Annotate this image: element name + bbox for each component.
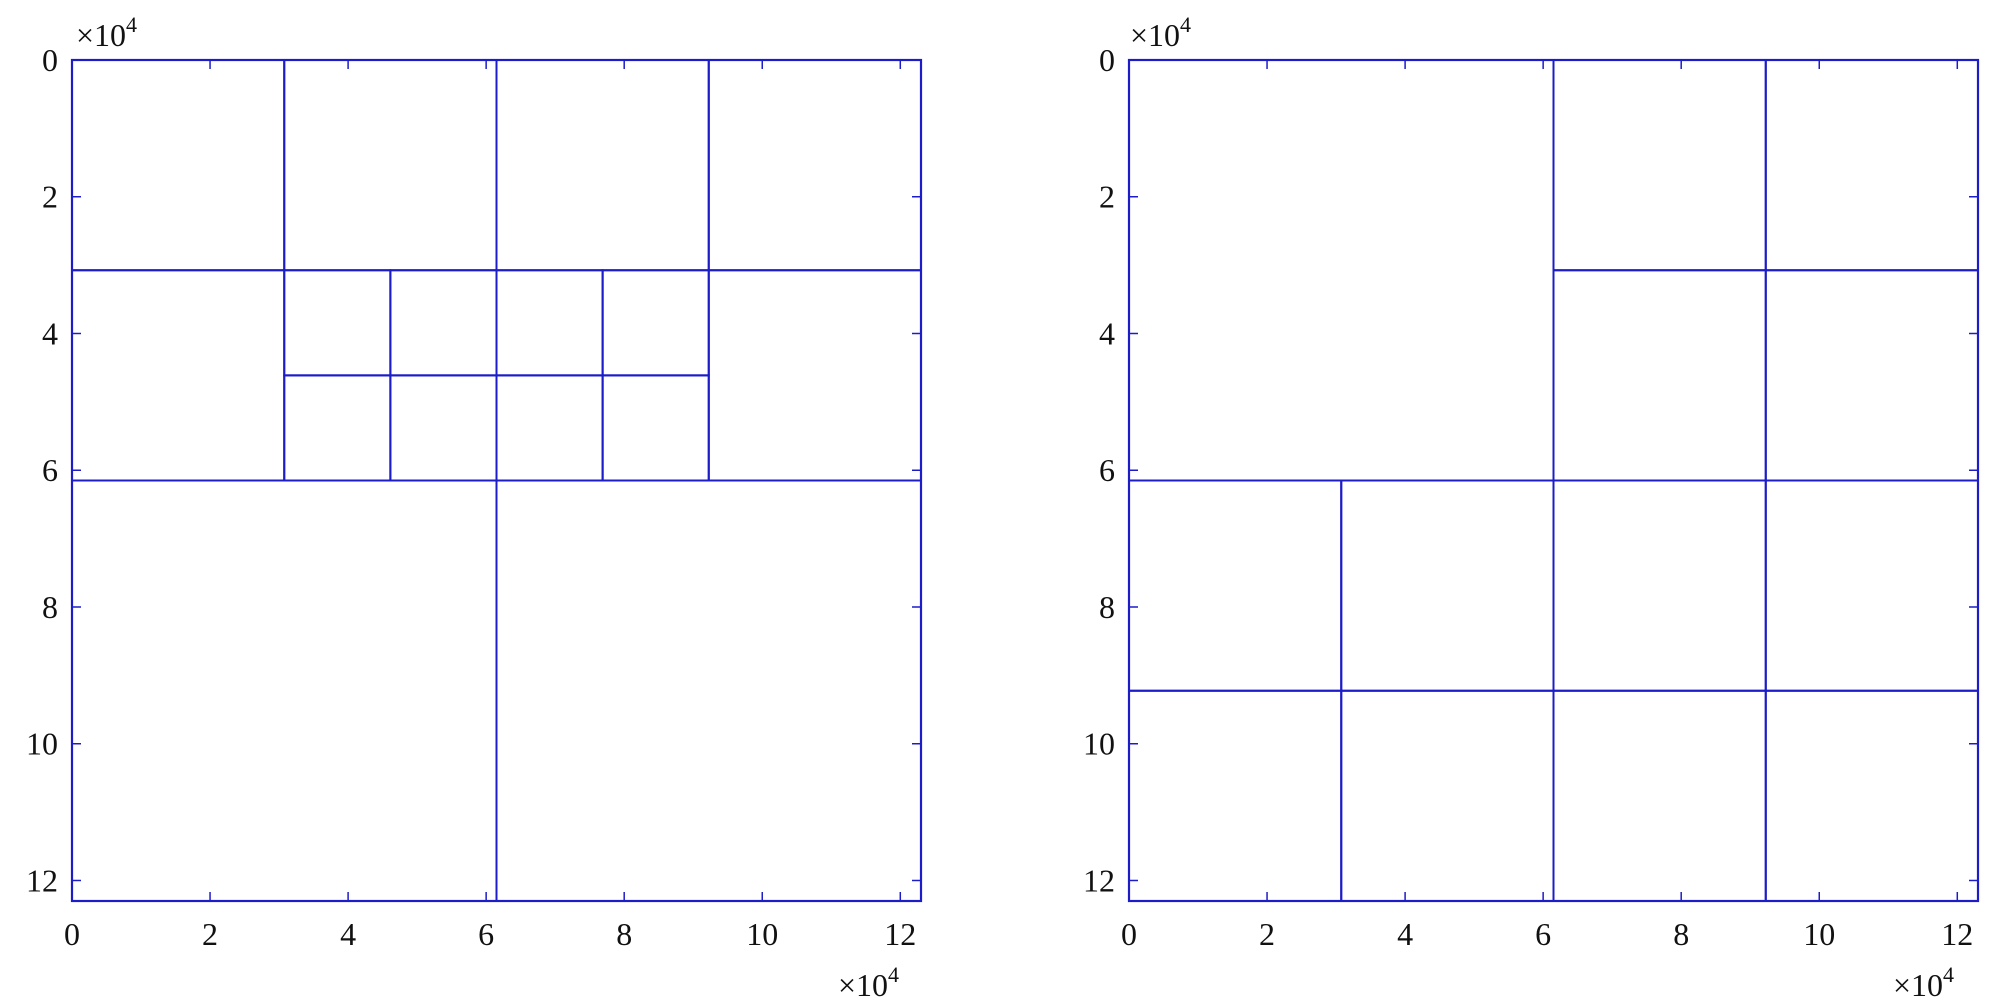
partition-block [71, 269, 286, 482]
partition-block [1764, 59, 1979, 272]
x-tick-label: 6 [478, 916, 494, 952]
partition-block [495, 479, 922, 902]
partition-block [495, 269, 604, 377]
left-top-axis-multiplier: ×104 [76, 12, 137, 53]
partition-block [601, 374, 710, 482]
partition-block [601, 269, 710, 377]
y-tick-label: 0 [1099, 42, 1115, 78]
x-tick-label: 8 [1673, 916, 1689, 952]
x-tick-label: 0 [1121, 916, 1137, 952]
partition-block [71, 59, 286, 272]
x-tick-label: 12 [1941, 916, 1973, 952]
partition-block [1552, 59, 1767, 272]
right-partition-blocks [1128, 59, 1979, 902]
right-matrix-frame [1127, 58, 1980, 903]
partition-block [389, 269, 498, 377]
y-tick-label: 2 [1099, 179, 1115, 215]
x-tick-label: 4 [340, 916, 356, 952]
partition-block [1340, 479, 1555, 692]
left-bottom-axis-multiplier: ×104 [838, 962, 899, 1003]
x-tick-label: 2 [202, 916, 218, 952]
left-panel: 0 2 4 6 8 10 12 0 2 4 6 8 10 12 ×104 ×104 [26, 12, 923, 1003]
partition-block [1764, 479, 1979, 692]
right-top-axis-multiplier: ×104 [1130, 12, 1191, 53]
partition-block [707, 269, 922, 482]
partition-block [1764, 689, 1979, 902]
partition-block [1128, 479, 1343, 692]
partition-block [283, 269, 392, 377]
partition-block [1552, 479, 1767, 692]
right-y-ticks: 0 2 4 6 8 10 12 [1083, 42, 1978, 898]
y-tick-label: 0 [42, 42, 58, 78]
x-tick-label: 12 [884, 916, 916, 952]
y-tick-label: 12 [26, 862, 58, 898]
y-tick-label: 12 [1083, 862, 1115, 898]
x-tick-label: 10 [1803, 916, 1835, 952]
partition-block [495, 59, 710, 272]
y-tick-label: 8 [1099, 589, 1115, 625]
right-bottom-axis-multiplier: ×104 [1893, 962, 1954, 1003]
partition-block [283, 59, 498, 272]
x-tick-label: 4 [1397, 916, 1413, 952]
partition-block [389, 374, 498, 482]
x-tick-label: 10 [746, 916, 778, 952]
y-tick-label: 8 [42, 589, 58, 625]
x-tick-label: 2 [1259, 916, 1275, 952]
partition-block [283, 374, 392, 482]
partition-block [1340, 689, 1555, 902]
partition-block [1128, 689, 1343, 902]
y-tick-label: 6 [42, 452, 58, 488]
x-tick-label: 0 [64, 916, 80, 952]
x-tick-label: 6 [1535, 916, 1551, 952]
y-tick-label: 6 [1099, 452, 1115, 488]
left-matrix-frame [70, 58, 923, 903]
partition-block [1764, 269, 1979, 482]
partition-block [1552, 269, 1767, 482]
partition-block [71, 479, 498, 902]
partition-block [1552, 689, 1767, 902]
y-tick-label: 10 [1083, 726, 1115, 762]
left-partition-blocks [71, 59, 922, 902]
right-panel: 0 2 4 6 8 10 12 0 2 4 6 8 10 12 ×104 ×104 [1083, 12, 1980, 1003]
x-tick-label: 8 [616, 916, 632, 952]
left-y-ticks: 0 2 4 6 8 10 12 [26, 42, 921, 898]
partition-block [707, 59, 922, 272]
y-tick-label: 4 [42, 315, 58, 351]
left-x-ticks: 0 2 4 6 8 10 12 [64, 60, 916, 952]
partition-block [1128, 59, 1555, 482]
y-tick-label: 2 [42, 179, 58, 215]
y-tick-label: 10 [26, 726, 58, 762]
y-tick-label: 4 [1099, 315, 1115, 351]
right-x-ticks: 0 2 4 6 8 10 12 [1121, 60, 1973, 952]
partition-block [495, 374, 604, 482]
